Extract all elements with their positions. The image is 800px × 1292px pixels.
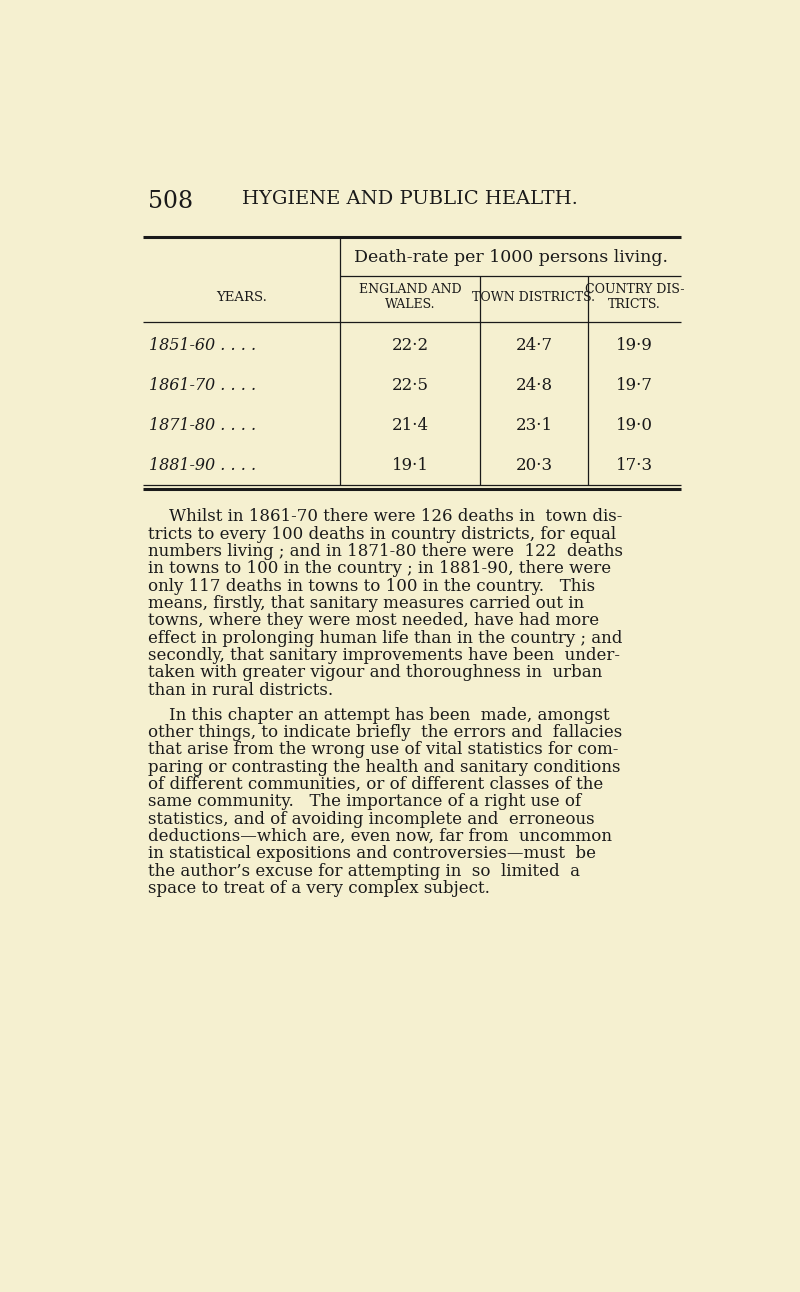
Text: 17·3: 17·3 — [616, 457, 654, 474]
Text: other things, to indicate briefly  the errors and  fallacies: other things, to indicate briefly the er… — [148, 724, 622, 742]
Text: 20·3: 20·3 — [515, 457, 553, 474]
Text: 22·5: 22·5 — [391, 377, 429, 394]
Text: 1881-90 . . . .: 1881-90 . . . . — [149, 457, 256, 474]
Text: Whilst in 1861-70 there were 126 deaths in  town dis-: Whilst in 1861-70 there were 126 deaths … — [148, 509, 622, 526]
Text: that arise from the wrong use of vital statistics for com-: that arise from the wrong use of vital s… — [148, 742, 618, 758]
Text: 19·7: 19·7 — [616, 377, 654, 394]
Text: taken with greater vigour and thoroughness in  urban: taken with greater vigour and thoroughne… — [148, 664, 602, 681]
Text: towns, where they were most needed, have had more: towns, where they were most needed, have… — [148, 612, 599, 629]
Text: Death-rate per 1000 persons living.: Death-rate per 1000 persons living. — [354, 249, 668, 266]
Text: 1851-60 . . . .: 1851-60 . . . . — [149, 337, 256, 354]
Text: 22·2: 22·2 — [391, 337, 429, 354]
Text: 19·1: 19·1 — [391, 457, 429, 474]
Text: 508: 508 — [148, 190, 193, 213]
Text: TOWN DISTRICTS.: TOWN DISTRICTS. — [473, 291, 595, 304]
Text: in statistical expositions and controversies—must  be: in statistical expositions and controver… — [148, 845, 596, 862]
Text: space to treat of a very complex subject.: space to treat of a very complex subject… — [148, 880, 490, 897]
Text: HYGIENE AND PUBLIC HEALTH.: HYGIENE AND PUBLIC HEALTH. — [242, 190, 578, 208]
Text: tricts to every 100 deaths in country districts, for equal: tricts to every 100 deaths in country di… — [148, 526, 616, 543]
Text: numbers living ; and in 1871-80 there were  122  deaths: numbers living ; and in 1871-80 there we… — [148, 543, 623, 561]
Text: statistics, and of avoiding incomplete and  erroneous: statistics, and of avoiding incomplete a… — [148, 810, 594, 828]
Text: ENGLAND AND
WALES.: ENGLAND AND WALES. — [358, 283, 462, 311]
Text: 19·0: 19·0 — [616, 417, 654, 434]
Text: means, firstly, that sanitary measures carried out in: means, firstly, that sanitary measures c… — [148, 596, 584, 612]
Text: in towns to 100 in the country ; in 1881-90, there were: in towns to 100 in the country ; in 1881… — [148, 561, 611, 578]
Text: the author’s excuse for attempting in  so  limited  a: the author’s excuse for attempting in so… — [148, 863, 580, 880]
Text: 19·9: 19·9 — [616, 337, 653, 354]
Text: than in rural districts.: than in rural districts. — [148, 682, 333, 699]
Text: deductions—which are, even now, far from  uncommon: deductions—which are, even now, far from… — [148, 828, 612, 845]
Text: paring or contrasting the health and sanitary conditions: paring or contrasting the health and san… — [148, 758, 621, 775]
Text: 23·1: 23·1 — [515, 417, 553, 434]
Text: 24·7: 24·7 — [515, 337, 553, 354]
Text: 1871-80 . . . .: 1871-80 . . . . — [149, 417, 256, 434]
Text: 21·4: 21·4 — [391, 417, 429, 434]
Text: of different communities, or of different classes of the: of different communities, or of differen… — [148, 776, 603, 793]
Text: 1861-70 . . . .: 1861-70 . . . . — [149, 377, 256, 394]
Text: effect in prolonging human life than in the country ; and: effect in prolonging human life than in … — [148, 629, 622, 647]
Text: COUNTRY DIS-
TRICTS.: COUNTRY DIS- TRICTS. — [585, 283, 685, 311]
Text: same community.   The importance of a right use of: same community. The importance of a righ… — [148, 793, 581, 810]
Text: 24·8: 24·8 — [515, 377, 553, 394]
Text: YEARS.: YEARS. — [216, 291, 267, 304]
Text: secondly, that sanitary improvements have been  under-: secondly, that sanitary improvements hav… — [148, 647, 620, 664]
Text: only 117 deaths in towns to 100 in the country.   This: only 117 deaths in towns to 100 in the c… — [148, 578, 595, 594]
Text: In this chapter an attempt has been  made, amongst: In this chapter an attempt has been made… — [148, 707, 610, 724]
